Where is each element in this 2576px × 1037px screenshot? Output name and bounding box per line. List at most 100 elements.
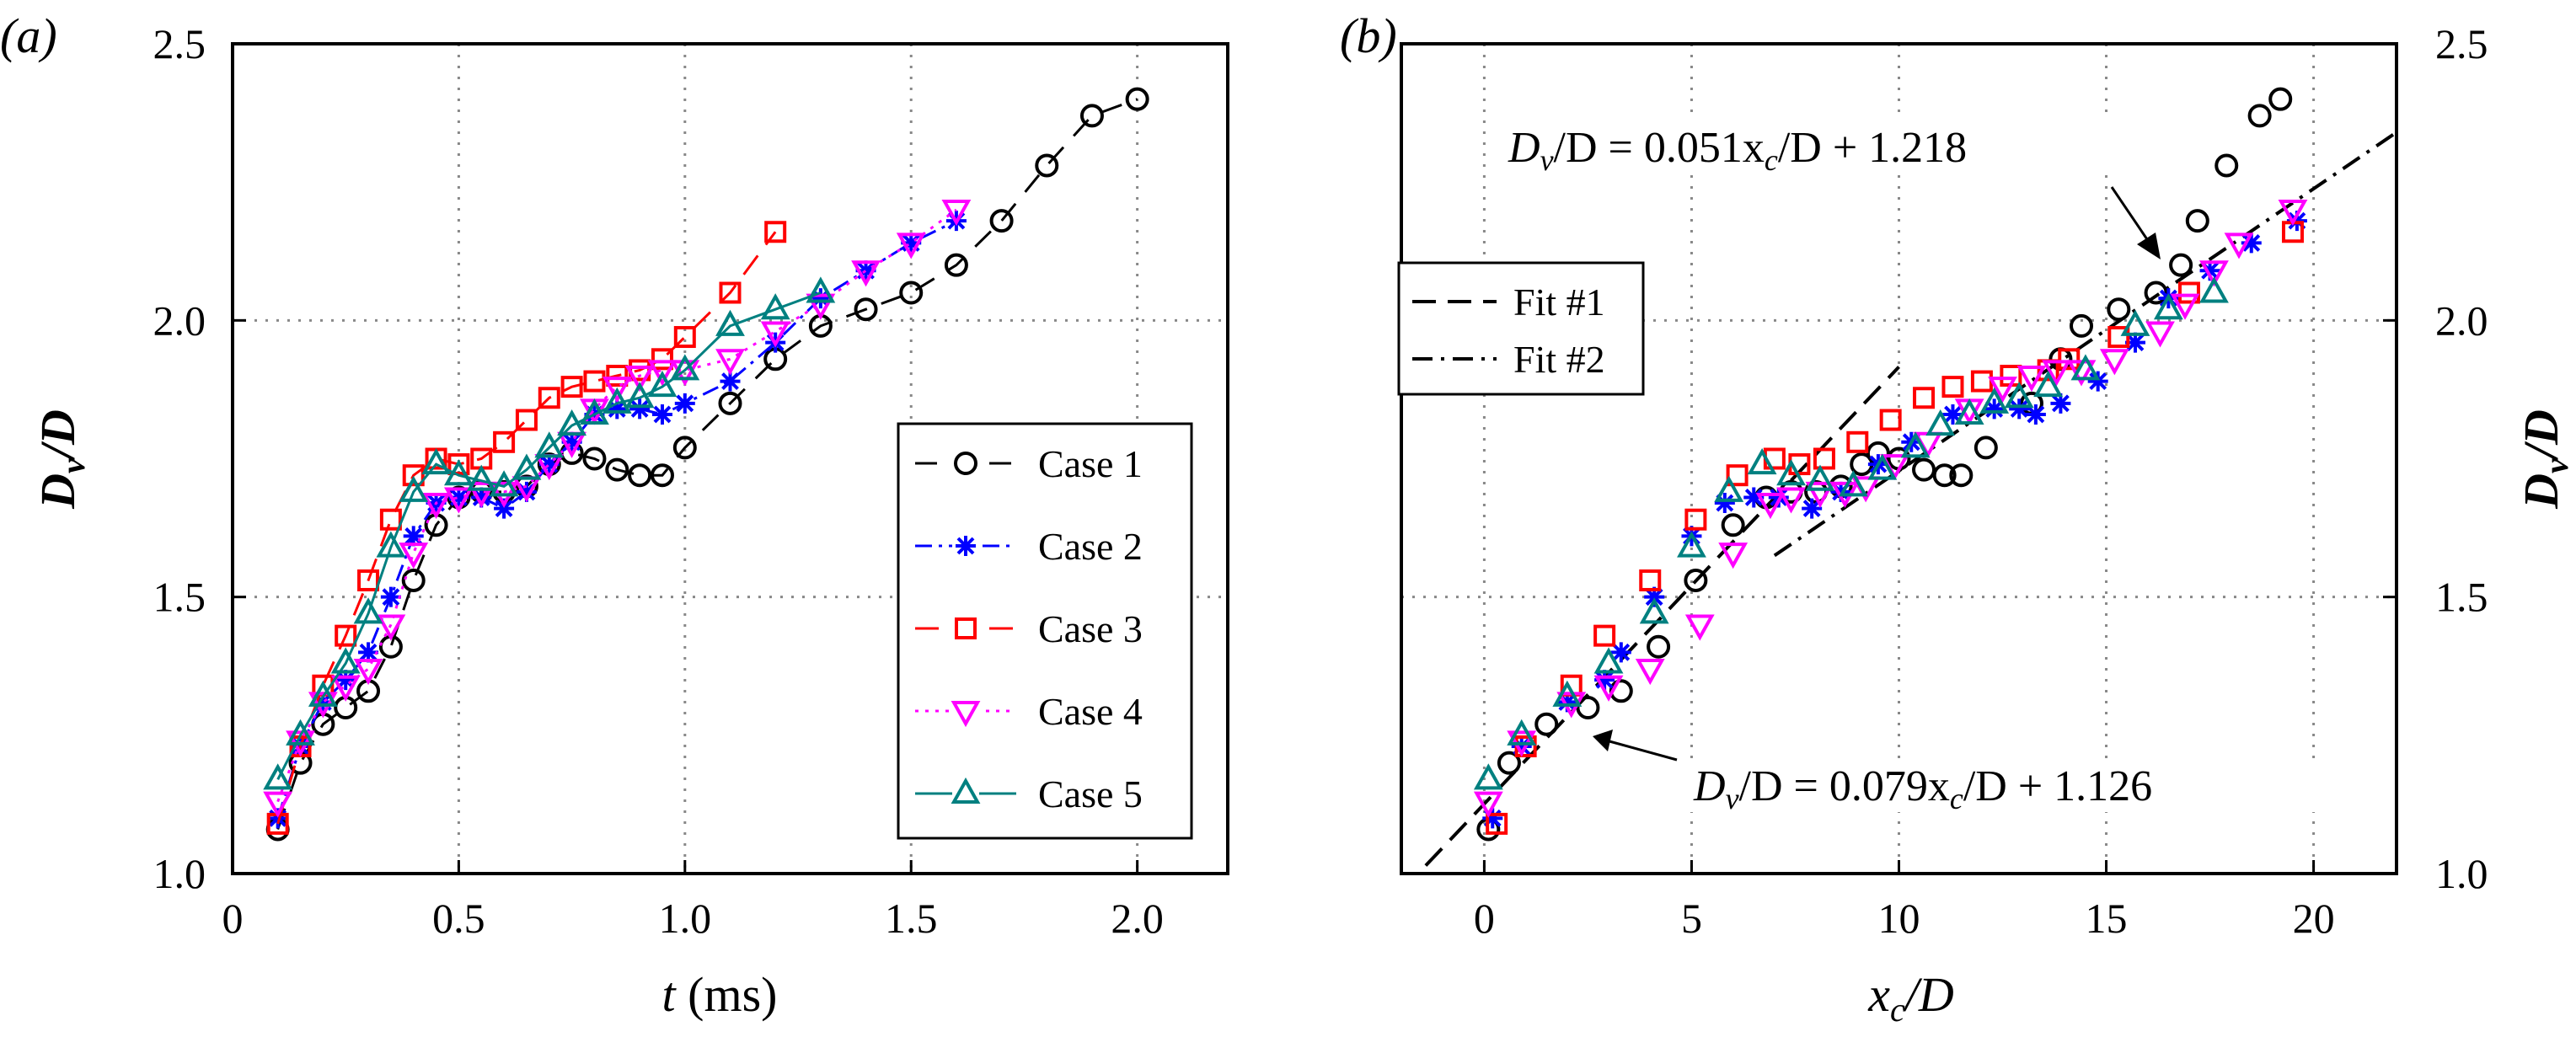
series-case-1 [265, 87, 1149, 842]
data-point-triangle-up [308, 680, 338, 707]
data-point-star [471, 487, 492, 508]
data-point-circle [628, 463, 652, 488]
data-point-triangle-up [1805, 464, 1835, 491]
legend-label: Case 3 [1038, 607, 1143, 650]
data-point-triangle-up [1552, 680, 1583, 707]
data-point-square [515, 409, 538, 431]
data-point-circle [2185, 209, 2209, 233]
series-line [276, 98, 1138, 830]
data-point-triangle-up [511, 453, 542, 480]
data-point-circle [1721, 513, 1745, 537]
x-tick-label: 10 [1878, 895, 1920, 942]
data-point-star [516, 481, 537, 502]
data-point-circle [605, 457, 629, 482]
data-point-triangle-up [715, 309, 745, 336]
data-point-triangle-down [896, 233, 926, 259]
data-point-star [629, 398, 651, 420]
data-point-triangle-up [1900, 431, 1931, 458]
data-point-star [403, 526, 424, 547]
data-point-triangle-up [1714, 475, 1744, 502]
data-point-triangle-down [1684, 614, 1715, 641]
legend-marker-triangle-down [951, 701, 981, 728]
data-point-triangle-down [1593, 675, 1624, 702]
data-point-circle [1647, 634, 1671, 659]
data-point-triangle-up [534, 431, 565, 458]
data-point-circle [1534, 712, 1559, 736]
data-point-square [379, 508, 402, 531]
data-point-star [607, 398, 628, 420]
panel-b-legend: Fit #1 Fit #2 [1397, 261, 1645, 396]
data-point-triangle-down [376, 614, 406, 641]
data-point-square [651, 348, 673, 371]
data-point-triangle-down [1776, 487, 1806, 514]
data-point-circle [2215, 153, 2239, 178]
data-point-triangle-down [715, 349, 745, 376]
data-point-circle [1125, 87, 1149, 111]
data-point-star [1511, 735, 1532, 756]
x-tick-label: 0.5 [432, 895, 485, 942]
data-point-circle [1684, 568, 1708, 592]
data-point-triangle-down [330, 675, 361, 702]
panel-b-marks [1473, 87, 2308, 842]
data-point-square [538, 387, 560, 409]
data-point-triangle-up [1954, 398, 1984, 425]
data-point-triangle-up [1593, 647, 1624, 674]
data-point-triangle-up [399, 475, 429, 502]
data-point-triangle-down [2042, 360, 2071, 387]
data-point-circle [582, 446, 607, 471]
data-point-triangle-down [1473, 791, 1503, 818]
x-tick-label: 15 [2086, 895, 2128, 942]
data-point-star [1610, 642, 1631, 663]
data-point-triangle-up [1677, 531, 1706, 558]
ylabel-main: D [2514, 473, 2568, 510]
data-point-star [1743, 487, 1765, 508]
legend-marker-square [955, 617, 977, 639]
xlabel-rest: /D [1903, 967, 1954, 1022]
data-point-triangle-up [670, 354, 700, 381]
data-point-triangle-up [602, 387, 632, 414]
data-point-triangle-up [2004, 382, 2034, 409]
legend-label: Case 1 [1038, 442, 1143, 485]
data-point-triangle-down [443, 487, 474, 514]
data-point-triangle-down [1718, 543, 1749, 569]
data-point-triangle-down [399, 543, 429, 569]
data-point-star [1942, 404, 1963, 425]
series-case-5 [1473, 276, 2229, 790]
data-point-triangle-up [330, 647, 361, 674]
panel-b-xlabel: xc/D [1867, 967, 1954, 1029]
data-point-square [2058, 348, 2081, 371]
annotation-fit1: Dv/D = 0.079xc/D + 1.126 [1593, 730, 2330, 815]
data-point-square [1913, 387, 1936, 409]
data-point-triangle-up [376, 531, 406, 558]
data-point-triangle-down [760, 321, 790, 348]
data-point-circle [1035, 153, 1059, 178]
ylabel-sub: v [54, 457, 92, 473]
data-point-star [358, 642, 379, 663]
data-point-triangle-up [1867, 453, 1898, 480]
data-point-triangle-down [2016, 366, 2047, 393]
data-point-triangle-up [1979, 387, 2010, 414]
legend-label: Case 5 [1038, 772, 1143, 815]
data-point-star [1556, 692, 1577, 713]
data-point-triangle-up [2070, 354, 2101, 381]
data-point-circle [672, 436, 697, 460]
data-point-triangle-down [2099, 349, 2129, 376]
data-point-triangle-down [421, 493, 451, 520]
x-tick-label: 2.0 [1111, 895, 1164, 942]
data-point-star [2025, 404, 2046, 425]
data-point-triangle-up [2120, 309, 2150, 336]
data-point-triangle-down [941, 200, 972, 227]
x-tick-label: 5 [1681, 895, 1702, 942]
data-point-star [448, 487, 469, 508]
data-point-star [855, 260, 876, 281]
series-case-5 [263, 276, 836, 790]
data-point-circle [2107, 297, 2131, 322]
data-point-star [2286, 211, 2307, 232]
data-point-circle [854, 297, 878, 322]
data-point-triangle-up [443, 459, 474, 486]
data-point-triangle-down [602, 377, 632, 404]
panel-b-ylabel: Dv/D [2514, 409, 2575, 510]
data-point-square [560, 376, 583, 398]
data-point-star [1802, 498, 1823, 519]
data-point-star [2241, 233, 2262, 254]
